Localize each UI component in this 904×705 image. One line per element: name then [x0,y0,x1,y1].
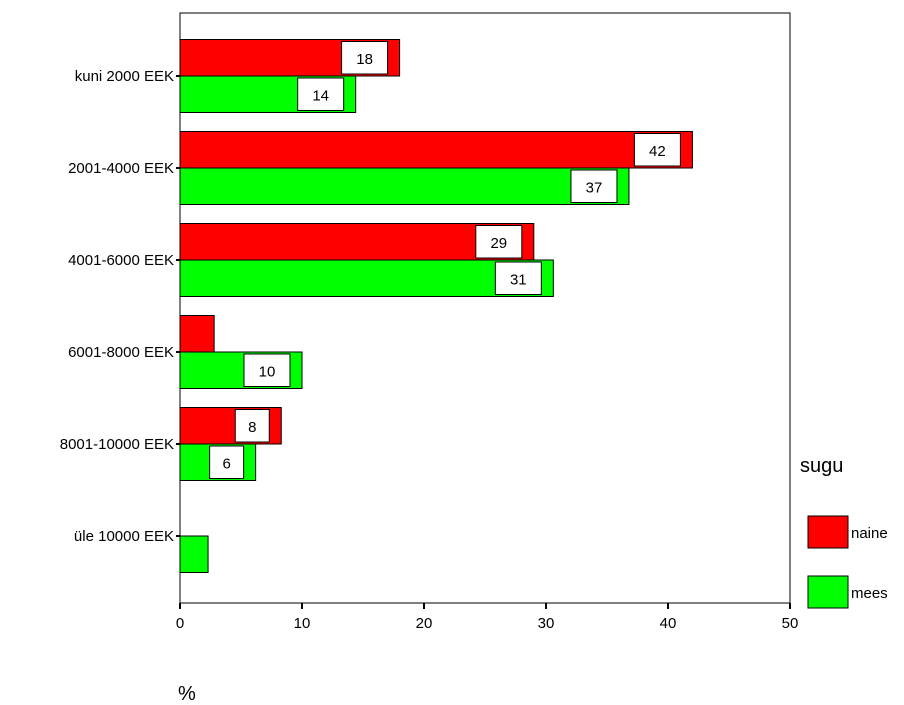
data-label-box [570,169,618,203]
legend-label-mees: mees [851,585,888,602]
x-tick-label: 30 [538,615,555,632]
data-label-box [234,409,270,443]
x-tick-label: 40 [660,615,677,632]
legend-swatch-mees [807,575,849,609]
data-label: 31 [510,271,527,288]
data-label-box [475,225,523,259]
x-tick-label: 50 [782,615,799,632]
data-label: 18 [356,51,373,68]
x-tick-label: 10 [294,615,311,632]
data-label: 8 [248,419,256,436]
legend: sugu naine mees [800,455,888,609]
bars-layer: 18 14 42 37 29 31 10 8 6 [179,39,693,573]
category-label: 4001-6000 EEK [68,252,174,269]
data-label: 37 [586,179,603,196]
category-label: kuni 2000 EEK [75,68,174,85]
data-label-box [494,261,542,295]
plot-frame [179,12,791,604]
bar-naine [179,223,535,261]
data-label: 14 [312,87,329,104]
data-label-box [341,41,389,75]
legend-label-naine: naine [851,525,888,542]
data-label-box [297,77,345,111]
category-label: 6001-8000 EEK [68,344,174,361]
data-label: 42 [649,143,666,160]
bar-naine [179,315,215,353]
data-label-box [243,353,291,387]
legend-swatch-naine [807,515,849,549]
x-tick-label: 0 [176,615,184,632]
data-label-box [209,445,245,479]
category-label: üle 10000 EEK [74,528,174,545]
x-tick-label: 20 [416,615,433,632]
x-axis: 0 10 20 30 40 50 [176,603,799,632]
category-label: 8001-10000 EEK [60,436,174,453]
bar-mees [179,167,630,205]
data-label: 29 [490,235,507,252]
data-label: 10 [259,363,276,380]
data-label-box [633,133,681,167]
bar-mees [179,535,209,573]
bar-naine [179,131,693,169]
data-label: 6 [222,455,230,472]
category-axis: kuni 2000 EEK 2001-4000 EEK 4001-6000 EEK 6… [60,68,180,545]
category-label: 2001-4000 EEK [68,160,174,177]
bar-mees [179,259,554,297]
x-axis-title: % [178,683,196,705]
legend-title: sugu [800,455,843,477]
